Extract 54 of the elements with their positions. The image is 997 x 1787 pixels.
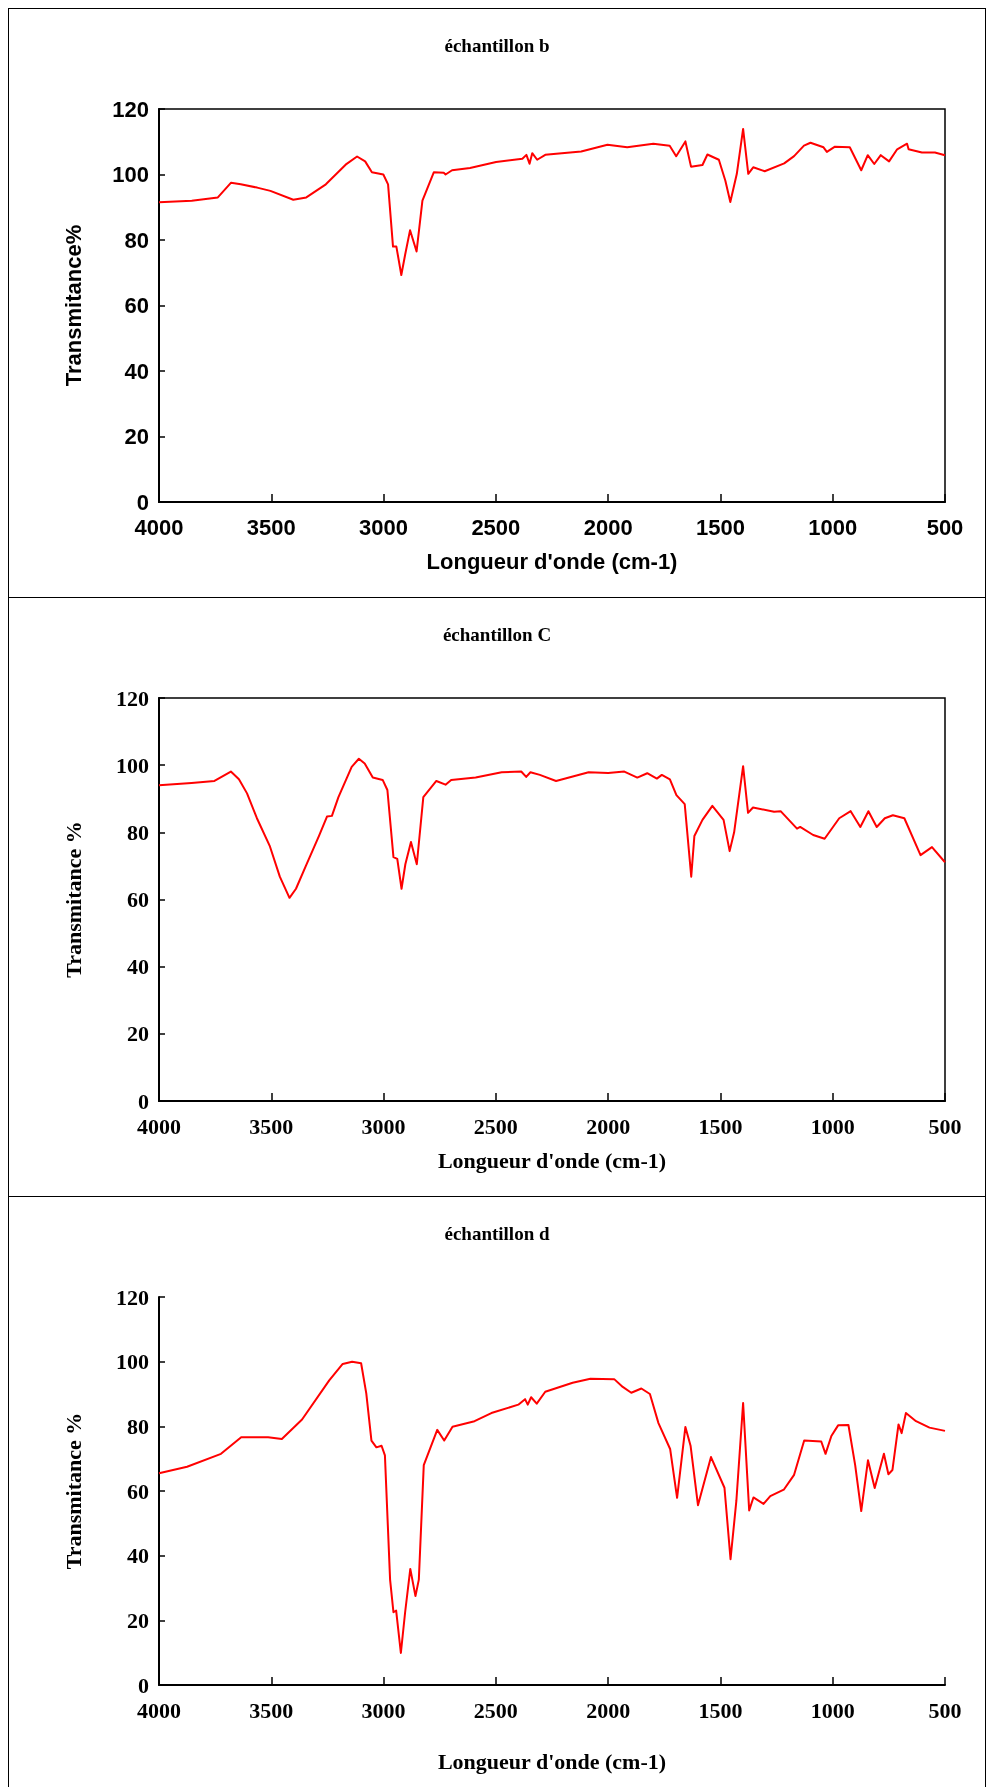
- x-tick-label: 2000: [583, 514, 633, 540]
- y-tick-label: 100: [116, 1349, 149, 1375]
- y-tick-label: 80: [124, 227, 149, 253]
- y-tick-label: 20: [127, 1607, 149, 1633]
- x-tick-label: 1000: [810, 1697, 855, 1723]
- x-axis-title: Longueur d'onde (cm-1): [437, 1748, 667, 1774]
- chart-title: échantillon C: [442, 624, 552, 645]
- y-tick-label: 20: [124, 424, 149, 449]
- y-tick-label: 20: [127, 1021, 149, 1047]
- chart-title: échantillon b: [444, 35, 550, 56]
- y-axis-title: Transmitance %: [60, 1412, 86, 1570]
- x-tick-label: 2500: [473, 1113, 518, 1139]
- y-tick-label: 60: [127, 1478, 149, 1504]
- chart-title: échantillon d: [444, 1223, 550, 1244]
- y-tick-label: 0: [138, 1672, 149, 1698]
- x-tick-label: 4000: [137, 1697, 181, 1723]
- y-tick-label: 120: [116, 1284, 149, 1310]
- x-tick-label: 1000: [810, 1113, 855, 1139]
- x-tick-label: 4000: [134, 514, 184, 540]
- y-tick-label: 120: [116, 685, 149, 711]
- x-tick-label: 3500: [246, 514, 296, 540]
- x-tick-label: 500: [928, 1113, 962, 1139]
- x-axis-title: Longueur d'onde (cm-1): [437, 1147, 667, 1173]
- x-tick-label: 1500: [698, 1697, 743, 1723]
- x-tick-label: 4000: [137, 1113, 181, 1139]
- x-tick-label: 1000: [808, 514, 858, 540]
- y-tick-label: 40: [127, 1543, 149, 1569]
- y-tick-label: 0: [136, 489, 149, 515]
- y-tick-label: 80: [127, 1413, 149, 1439]
- x-tick-label: 2000: [586, 1697, 631, 1723]
- x-axis-title: Longueur d'onde (cm-1): [426, 548, 678, 574]
- y-tick-label: 100: [116, 752, 149, 778]
- x-tick-label: 2500: [471, 514, 521, 540]
- y-tick-label: 0: [138, 1088, 149, 1114]
- x-tick-label: 2000: [586, 1113, 631, 1139]
- x-tick-label: 3000: [359, 514, 409, 540]
- y-tick-label: 60: [127, 887, 149, 912]
- x-tick-label: 3500: [249, 1697, 294, 1723]
- x-tick-label: 500: [928, 1697, 962, 1723]
- y-tick-label: 80: [127, 819, 149, 845]
- x-tick-label: 3500: [249, 1113, 294, 1139]
- y-tick-label: 100: [112, 162, 149, 187]
- y-tick-label: 60: [124, 293, 149, 318]
- y-axis-title: Transmitance %: [60, 821, 86, 978]
- y-tick-label: 40: [124, 358, 149, 384]
- x-tick-label: 3000: [361, 1697, 406, 1723]
- y-tick-label: 120: [112, 96, 149, 122]
- x-tick-label: 3000: [361, 1113, 406, 1139]
- y-tick-label: 40: [127, 954, 149, 980]
- x-tick-label: 500: [926, 514, 964, 540]
- x-tick-label: 2500: [473, 1697, 518, 1723]
- x-tick-label: 1500: [698, 1113, 743, 1139]
- x-tick-label: 1500: [695, 514, 745, 540]
- y-axis-title: Transmitance%: [60, 224, 86, 387]
